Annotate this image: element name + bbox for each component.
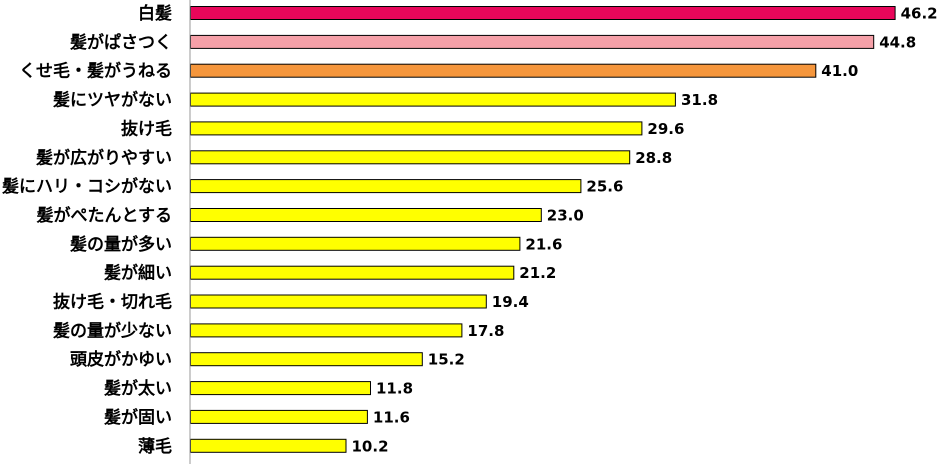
category-label-6: 髪にハリ・コシがない <box>1 176 172 197</box>
category-label-1: 髪がぱさつく <box>69 32 172 53</box>
category-label-7: 髪がぺたんとする <box>36 205 173 226</box>
category-label-14: 髪が固い <box>103 407 172 428</box>
category-label-4: 抜け毛 <box>121 118 172 139</box>
bar-12 <box>190 352 423 367</box>
value-label-14: 11.6 <box>373 408 410 426</box>
value-label-12: 15.2 <box>428 351 465 369</box>
value-label-4: 29.6 <box>647 120 684 138</box>
bar-15 <box>190 438 347 453</box>
category-label-2: くせ毛・髪がうねる <box>19 61 172 82</box>
value-label-8: 21.6 <box>525 235 562 253</box>
value-label-1: 44.8 <box>879 33 916 51</box>
bar-13 <box>190 381 371 396</box>
bar-5 <box>190 150 631 165</box>
bar-4 <box>190 121 643 136</box>
bar-0 <box>190 6 896 20</box>
bar-7 <box>190 208 542 222</box>
value-label-13: 11.8 <box>376 380 413 398</box>
category-label-5: 髪が広がりやすい <box>35 147 172 168</box>
bar-10 <box>190 294 487 309</box>
value-label-7: 23.0 <box>547 207 584 225</box>
bar-14 <box>190 409 368 424</box>
category-label-0: 白髪 <box>138 3 172 24</box>
category-label-3: 髪にツヤがない <box>52 90 172 111</box>
category-label-9: 髪が細い <box>103 263 172 284</box>
bar-9 <box>190 265 515 280</box>
category-label-13: 髪が太い <box>103 378 172 399</box>
category-labels-layer: 白髪髪がぱさつくくせ毛・髪がうねる髪にツヤがない抜け毛髪が広がりやすい髪にハリ・… <box>1 3 172 457</box>
bars-layer <box>190 6 896 453</box>
value-label-3: 31.8 <box>681 91 718 109</box>
category-label-10: 抜け毛・切れ毛 <box>53 292 172 313</box>
value-label-9: 21.2 <box>519 264 556 282</box>
category-label-11: 髪の量が少ない <box>52 320 172 341</box>
value-label-5: 28.8 <box>635 149 672 167</box>
bar-3 <box>190 92 676 107</box>
value-label-2: 41.0 <box>821 62 858 80</box>
bar-1 <box>190 34 875 49</box>
value-label-0: 46.2 <box>901 5 938 23</box>
value-label-15: 10.2 <box>352 437 389 455</box>
bar-11 <box>190 323 463 338</box>
value-label-11: 17.8 <box>467 322 504 340</box>
bar-8 <box>190 236 521 251</box>
category-label-12: 頭皮がかゆい <box>70 349 172 370</box>
value-label-10: 19.4 <box>492 293 529 311</box>
value-label-6: 25.6 <box>586 178 623 196</box>
bar-2 <box>190 63 817 78</box>
value-labels-layer: 46.2 44.8 41.0 31.8 29.6 28.8 25.623.0 21.6 21.2… <box>352 5 938 456</box>
bar-6 <box>190 179 582 194</box>
category-label-15: 薄毛 <box>138 436 172 457</box>
category-label-8: 髪の量が多い <box>69 234 172 255</box>
